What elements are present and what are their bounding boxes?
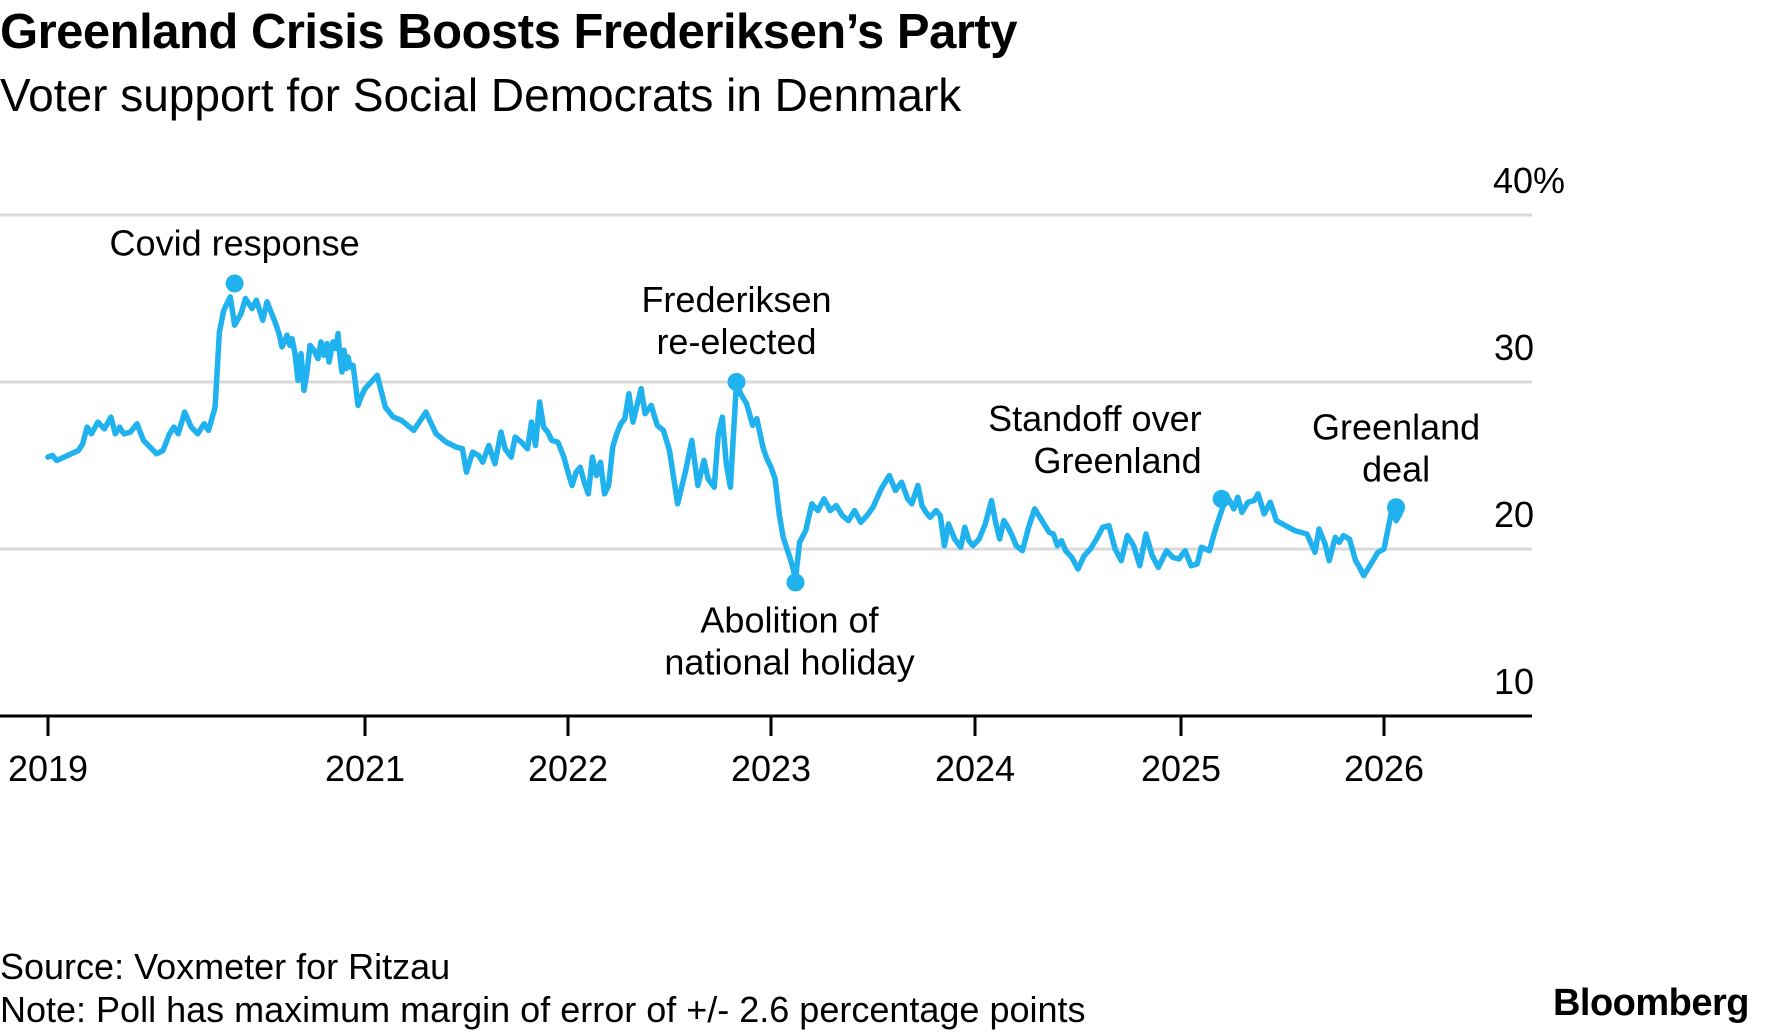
series-line: [45, 294, 1403, 582]
annotation-marker: [786, 573, 805, 592]
annotation-marker: [225, 274, 244, 293]
annotation-label: Greenland: [1312, 406, 1480, 447]
y-tick-label: 40%: [1493, 160, 1565, 201]
y-tick-label: 10: [1494, 661, 1534, 702]
annotation-label: Covid response: [110, 222, 360, 263]
chart-title: Greenland Crisis Boosts Frederiksen’s Pa…: [0, 5, 1017, 59]
annotation-marker: [1387, 498, 1406, 517]
x-tick-label: 2022: [528, 748, 608, 789]
x-tick-label: 2026: [1344, 748, 1424, 789]
annotation-label: Abolition of: [700, 599, 879, 640]
annotation-label: deal: [1362, 448, 1430, 489]
footnote: Note: Poll has maximum margin of error o…: [0, 989, 1086, 1030]
bloomberg-logo: Bloomberg: [1552, 982, 1750, 1024]
x-tick-label: 2025: [1141, 748, 1221, 789]
x-tick-label: 2023: [731, 748, 811, 789]
annotation-label: re-elected: [656, 321, 816, 362]
annotation-label: Standoff over: [988, 398, 1202, 439]
x-tick-label: 2021: [325, 748, 405, 789]
source-note: Source: Voxmeter for Ritzau: [0, 946, 451, 987]
chart-subtitle: Voter support for Social Democrats in De…: [0, 69, 962, 121]
annotation-label: Greenland: [1033, 440, 1201, 481]
annotation-label: Frederiksen: [641, 279, 831, 320]
y-tick-label: 20: [1494, 494, 1534, 535]
annotation-marker: [727, 373, 746, 391]
annotation-marker: [1212, 489, 1231, 508]
x-tick-label: 2024: [935, 748, 1015, 789]
x-tick-label: 2019: [8, 748, 88, 789]
annotation-label: national holiday: [664, 641, 914, 682]
y-tick-label: 30: [1494, 327, 1534, 368]
